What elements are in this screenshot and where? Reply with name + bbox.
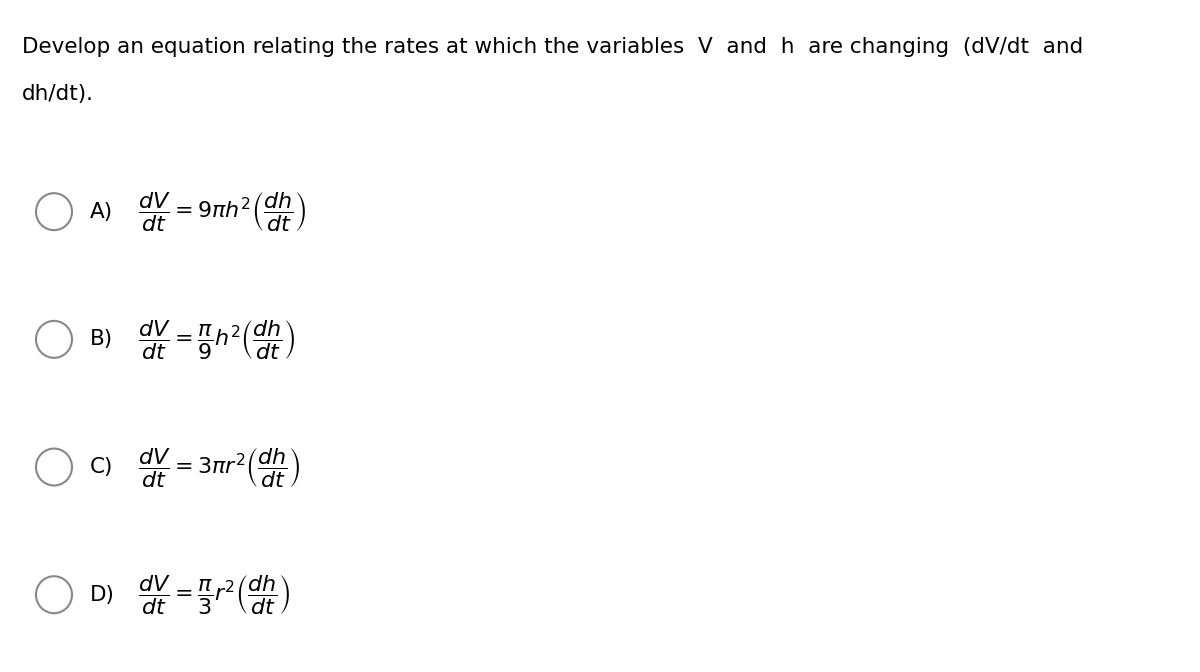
Text: $\dfrac{dV}{dt} = 9\pi h^2\left(\dfrac{dh}{dt}\right)$: $\dfrac{dV}{dt} = 9\pi h^2\left(\dfrac{d… xyxy=(138,190,306,233)
Text: A): A) xyxy=(90,202,113,222)
Text: $\dfrac{dV}{dt} = \dfrac{\pi}{3} r^2\left(\dfrac{dh}{dt}\right)$: $\dfrac{dV}{dt} = \dfrac{\pi}{3} r^2\lef… xyxy=(138,573,290,616)
Text: dh/dt).: dh/dt). xyxy=(22,84,94,104)
Text: Develop an equation relating the rates at which the variables  V  and  h  are ch: Develop an equation relating the rates a… xyxy=(22,37,1082,57)
Text: $\dfrac{dV}{dt} = \dfrac{\pi}{9} h^2\left(\dfrac{dh}{dt}\right)$: $\dfrac{dV}{dt} = \dfrac{\pi}{9} h^2\lef… xyxy=(138,318,295,361)
Text: B): B) xyxy=(90,329,113,349)
Text: D): D) xyxy=(90,585,115,605)
Text: C): C) xyxy=(90,457,113,477)
Text: $\dfrac{dV}{dt} = 3\pi r^2\left(\dfrac{dh}{dt}\right)$: $\dfrac{dV}{dt} = 3\pi r^2\left(\dfrac{d… xyxy=(138,446,301,489)
